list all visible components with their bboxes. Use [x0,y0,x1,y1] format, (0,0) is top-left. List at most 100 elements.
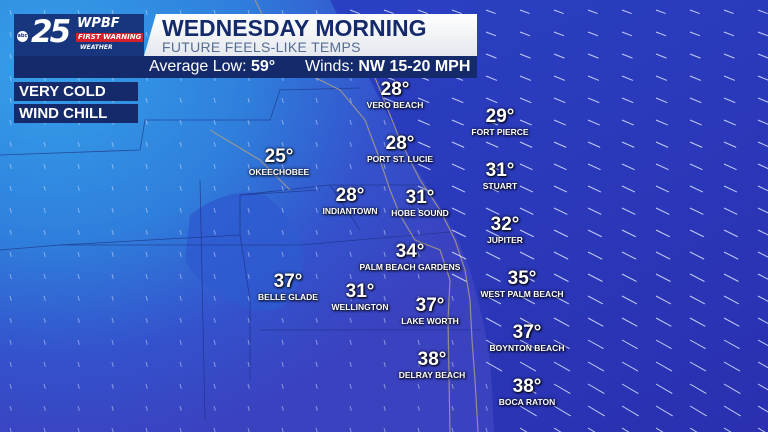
wind-arrow [43,427,46,432]
wind-arrow [485,317,502,327]
wind-arrow [247,229,250,235]
wind-arrow [519,383,537,394]
wind-arrow [655,31,667,37]
wind-arrow [485,427,488,432]
city-temp: 25° [264,146,294,167]
wind-arrow [417,163,431,171]
wind-arrow [621,207,636,215]
wind-arrow [655,119,668,126]
wind-arrow [451,97,464,104]
wind-arrow [213,229,216,235]
wind-arrow [553,53,565,59]
wind-arrow [587,75,600,81]
wind-arrow [655,405,673,417]
city-label: 28° INDIANTOWN [322,186,378,217]
wind-arrow [9,53,12,59]
wind-arrow [485,97,498,104]
wind-arrow [179,97,182,103]
wind-arrow [553,339,570,350]
wind-arrow [689,185,704,193]
wind-arrow [417,185,432,193]
wind-arrow [451,405,454,411]
city-name: STUART [482,181,518,191]
tag-very-cold: VERY COLD [14,82,138,101]
wind-arrow [587,273,603,282]
wind-arrow [247,273,250,279]
wind-arrow [77,405,80,411]
wind-arrow [247,339,250,345]
wind-arrow [587,185,602,193]
wind-arrow [417,295,420,301]
wind-arrow [587,9,598,15]
wind-arrow [179,405,182,411]
city-name: HOBE SOUND [391,208,449,218]
wind-arrow [43,361,46,367]
wind-arrow [383,229,386,235]
wind-arrow [417,141,431,148]
wind-arrow [349,383,352,389]
city-name: OKEECHOBEE [248,167,310,177]
wind-arrow [757,339,768,347]
wind-arrow [587,163,601,171]
wind-arrow [587,207,602,215]
wind-arrow [519,9,530,15]
wind-arrow [383,119,386,125]
wind-arrow [315,317,318,323]
wind-arrow [349,185,352,191]
wind-arrow [145,97,148,103]
wind-arrow [315,119,318,125]
wind-arrow [179,251,182,257]
wind-arrow [281,405,284,411]
wind-arrow [519,31,531,37]
wind-arrow [485,163,499,171]
wind-arrow [587,53,599,59]
wind-arrow [723,427,732,432]
wind-arrow [383,383,386,389]
wind-arrow [621,141,635,148]
wind-arrow [723,97,736,104]
wind-arrow [43,185,46,191]
wind-arrow [383,295,386,301]
wind-arrow [247,361,250,367]
wind-arrow [723,207,738,215]
wind-arrow [757,405,768,413]
city-name: INDIANTOWN [322,206,378,216]
wind-arrow [723,383,741,394]
wind-arrow [757,97,768,103]
wind-arrow [451,427,454,432]
wind-arrow [43,383,46,389]
wind-arrow [689,251,705,260]
wind-arrow [723,251,739,260]
wind-arrow [9,273,12,279]
city-temp: 31° [345,281,375,302]
city-label: 31° WELLINGTON [332,281,389,313]
wind-arrow [587,251,603,260]
wind-arrow [349,317,352,323]
winds-label: Winds: [305,58,354,75]
wind-arrow [519,295,536,305]
wind-arrow [77,273,80,279]
wind-arrow [9,185,12,191]
wind-arrow [145,339,148,345]
wind-arrow [213,427,216,432]
wind-arrow [519,163,533,171]
station-call-sign: WPBF [77,16,120,31]
wind-arrow [621,273,637,282]
wind-arrow [111,295,114,301]
wind-arrow [77,207,80,213]
wind-arrow [587,119,600,126]
wind-arrow [757,229,768,236]
wind-arrow [655,251,671,260]
wind-arrow [77,185,80,191]
wind-arrow [723,405,741,417]
wind-arrow [43,317,46,323]
wind-arrow [315,339,318,345]
city-name: VERO BEACH [366,100,424,110]
wind-arrow [383,361,386,367]
wind-arrow [77,251,80,257]
weather-label: WEATHER [80,44,113,51]
wind-arrow [43,339,46,345]
wind-arrow [213,383,216,389]
city-name: PORT ST. LUCIE [366,154,434,164]
wind-arrow [519,185,534,193]
